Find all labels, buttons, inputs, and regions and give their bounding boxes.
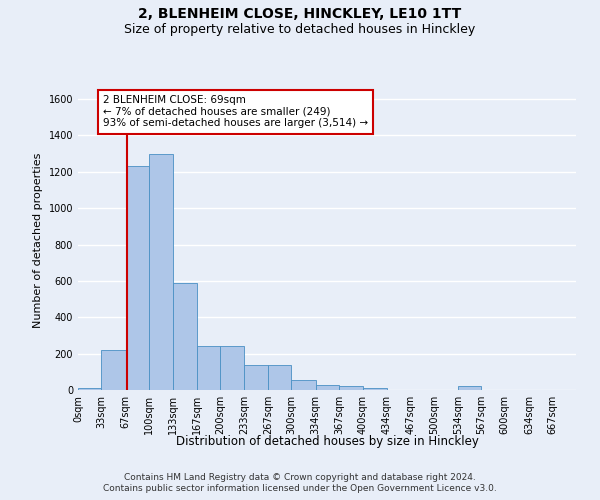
Text: Distribution of detached houses by size in Hinckley: Distribution of detached houses by size … <box>176 435 478 448</box>
Bar <box>101 350 125 390</box>
Bar <box>78 388 101 390</box>
Bar <box>173 282 197 390</box>
Text: Size of property relative to detached houses in Hinckley: Size of property relative to detached ho… <box>124 22 476 36</box>
Bar <box>125 166 149 390</box>
Bar <box>458 386 481 390</box>
Y-axis label: Number of detached properties: Number of detached properties <box>33 152 43 328</box>
Bar <box>220 346 244 390</box>
Bar <box>197 346 220 390</box>
Bar <box>149 154 173 390</box>
Text: 2 BLENHEIM CLOSE: 69sqm
← 7% of detached houses are smaller (249)
93% of semi-de: 2 BLENHEIM CLOSE: 69sqm ← 7% of detached… <box>103 95 368 128</box>
Bar <box>316 386 339 390</box>
Bar <box>268 364 292 390</box>
Text: Contains public sector information licensed under the Open Government Licence v3: Contains public sector information licen… <box>103 484 497 493</box>
Bar <box>244 364 268 390</box>
Bar <box>339 386 362 390</box>
Text: Contains HM Land Registry data © Crown copyright and database right 2024.: Contains HM Land Registry data © Crown c… <box>124 472 476 482</box>
Text: 2, BLENHEIM CLOSE, HINCKLEY, LE10 1TT: 2, BLENHEIM CLOSE, HINCKLEY, LE10 1TT <box>139 8 461 22</box>
Bar <box>292 380 316 390</box>
Bar <box>362 388 387 390</box>
